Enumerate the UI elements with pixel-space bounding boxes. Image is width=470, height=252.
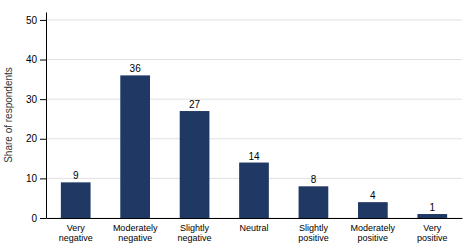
bar (239, 163, 269, 218)
data-label: 14 (248, 151, 260, 162)
tick-mark (40, 178, 46, 179)
data-label: 36 (130, 63, 142, 74)
axis-title: Share of respondents (3, 67, 14, 163)
tick-label: Slightlypositive (298, 223, 329, 243)
tick-label-line: Moderately (113, 223, 158, 233)
tick: 50 (26, 15, 46, 26)
grid (46, 20, 462, 218)
bar (417, 214, 447, 218)
tick-label-line: negative (59, 233, 93, 243)
data-label: 27 (189, 99, 201, 110)
tick-label: Moderatelynegative (113, 223, 158, 243)
tick-label: 30 (26, 94, 38, 105)
data-label: 4 (370, 190, 376, 201)
tick-label-line: positive (298, 233, 329, 243)
tick-label: 10 (26, 173, 38, 184)
grid-line (46, 99, 462, 100)
tick: Verynegative (59, 223, 93, 243)
tick-label: Verypositive (417, 223, 448, 243)
tick-label-line: Moderately (351, 223, 396, 233)
grid-line (46, 138, 462, 139)
tick-label-line: positive (417, 233, 448, 243)
tick-label: Neutral (239, 223, 268, 233)
tick-label: 40 (26, 54, 38, 65)
tick-label-line: negative (178, 233, 212, 243)
chart: 01020304050VerynegativeModeratelynegativ… (0, 0, 470, 252)
tick-label-line: negative (118, 233, 152, 243)
data-label: 8 (311, 174, 317, 185)
tick: Moderatelypositive (351, 223, 396, 243)
axis-line (46, 13, 47, 219)
data-label: 1 (430, 202, 436, 213)
tick-label-line: positive (358, 233, 389, 243)
bar (358, 202, 388, 218)
tick: Slightlypositive (298, 223, 329, 243)
bar (120, 75, 150, 218)
tick: Moderatelynegative (113, 223, 158, 243)
tick: 20 (26, 133, 46, 144)
tick-label-line: Very (423, 223, 442, 233)
tick-label: Slightlynegative (178, 223, 212, 243)
tick-mark (40, 139, 46, 140)
grid-line (46, 19, 462, 20)
tick-label-line: Very (67, 223, 86, 233)
tick-label: 0 (31, 213, 37, 224)
grid-line (46, 59, 462, 60)
tick-label: 50 (26, 15, 38, 26)
bar (61, 182, 91, 218)
bars (61, 75, 447, 218)
data-labels: 9 36 27 14 8 4 1 (73, 63, 436, 213)
tick-mark (40, 99, 46, 100)
tick: 40 (26, 54, 46, 65)
tick-label: Moderatelypositive (351, 223, 396, 243)
tick-mark (40, 20, 46, 21)
tick-label: 20 (26, 133, 38, 144)
axis-line (47, 218, 463, 219)
tick-label-line: Slightly (180, 223, 210, 233)
bar (180, 111, 210, 218)
plot: 01020304050VerynegativeModeratelynegativ… (26, 13, 463, 244)
tick-label-line: Neutral (239, 223, 268, 233)
y-axis: 0 10 20 30 40 50 (26, 13, 47, 224)
tick: 10 (26, 173, 46, 184)
tick: Neutral (239, 223, 268, 233)
tick-mark (40, 60, 46, 61)
tick-label: Verynegative (59, 223, 93, 243)
x-axis: VerynegativeModeratelynegativeSlightlyne… (47, 219, 463, 244)
tick: 0 (31, 213, 46, 224)
tick: Slightlynegative (178, 223, 212, 243)
data-label: 9 (73, 170, 79, 181)
tick: Verypositive (417, 223, 448, 243)
tick-mark (40, 218, 46, 219)
bar (299, 186, 329, 218)
tick-label-line: Slightly (299, 223, 329, 233)
tick: 30 (26, 94, 46, 105)
